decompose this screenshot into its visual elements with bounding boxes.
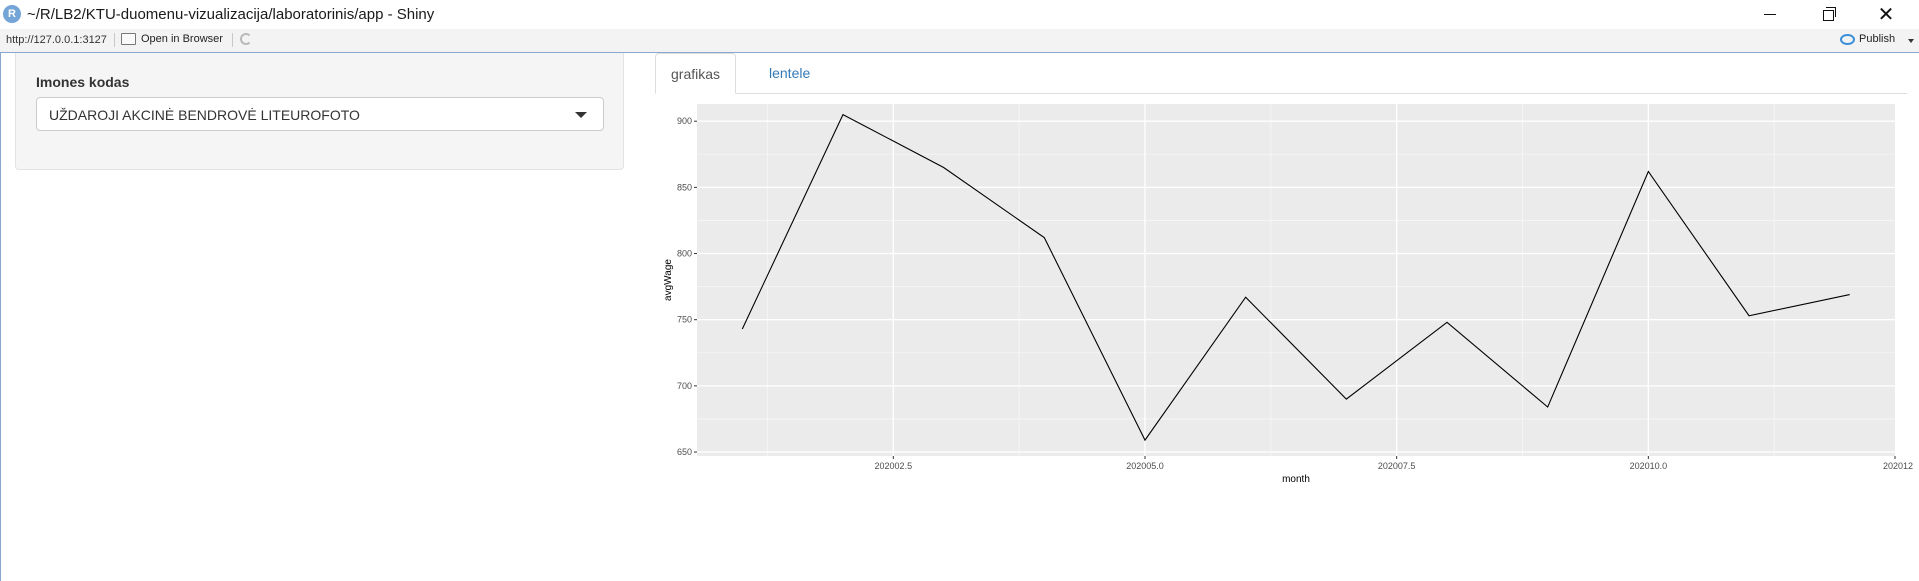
y-axis-title: avgWage [663, 259, 674, 301]
wage-line-chart: 650 700 750 800 850 900 202002.5 202005.0 202007… [655, 94, 1919, 514]
minimize-button[interactable] [1747, 0, 1793, 29]
x-tick-label: 202012 [1883, 461, 1913, 471]
publish-dropdown-icon[interactable] [1908, 39, 1914, 43]
company-select-label: Imones kodas [36, 74, 130, 90]
tab-grafikas[interactable]: grafikas [655, 53, 737, 94]
y-tick-label: 850 [677, 182, 692, 192]
publish-icon [1840, 33, 1855, 45]
y-tick-label: 650 [677, 447, 692, 457]
maximize-icon [1822, 7, 1836, 21]
window-title: ~/R/LB2/KTU-duomenu-vizualizacija/labora… [27, 6, 435, 23]
y-tick-label: 900 [677, 116, 692, 126]
company-select-value: UŽDAROJI AKCINĖ BENDROVĖ LITEUROFOTO [49, 107, 360, 123]
x-tick-label: 202007.5 [1378, 461, 1416, 471]
y-tick-label: 750 [677, 315, 692, 325]
window-titlebar: R ~/R/LB2/KTU-duomenu-vizualizacija/labo… [0, 0, 1919, 29]
tab-lentele[interactable]: lentele [769, 65, 811, 81]
x-axis-title: month [1282, 474, 1310, 485]
minimize-icon [1764, 14, 1776, 15]
chart-svg: 650 700 750 800 850 900 202002.5 202005.0 202007… [663, 104, 1913, 485]
x-tick-label: 202005.0 [1126, 461, 1164, 471]
open-in-browser-button[interactable]: Open in Browser [121, 33, 223, 45]
y-tick-label: 800 [677, 249, 692, 259]
sidebar-panel: Imones kodas UŽDAROJI AKCINĖ BENDROVĖ LI… [15, 53, 624, 170]
viewer-toolbar: http://127.0.0.1:3127 Open in Browser Pu… [0, 29, 1919, 53]
toolbar-divider [114, 33, 115, 47]
tabset: grafikas lentele [655, 53, 1907, 94]
rstudio-icon: R [3, 5, 21, 23]
browser-icon [121, 33, 136, 45]
url-text: http://127.0.0.1:3127 [6, 34, 107, 46]
company-select[interactable]: UŽDAROJI AKCINĖ BENDROVĖ LITEUROFOTO [36, 97, 604, 131]
plot-panel [697, 104, 1895, 456]
y-tick-label: 700 [677, 381, 692, 391]
series-line [741, 113, 1850, 442]
publish-label: Publish [1859, 33, 1896, 45]
open-in-browser-label: Open in Browser [141, 33, 223, 45]
maximize-button[interactable] [1805, 0, 1851, 29]
x-tick-label: 202010.0 [1630, 461, 1668, 471]
close-button[interactable]: ✕ [1863, 0, 1909, 29]
toolbar-divider [232, 33, 233, 47]
publish-button[interactable]: Publish [1840, 33, 1895, 45]
close-icon: ✕ [1877, 3, 1895, 26]
window-border [0, 53, 1, 581]
chevron-down-icon [575, 112, 587, 118]
refresh-icon[interactable] [240, 33, 252, 45]
x-tick-label: 202002.5 [875, 461, 913, 471]
